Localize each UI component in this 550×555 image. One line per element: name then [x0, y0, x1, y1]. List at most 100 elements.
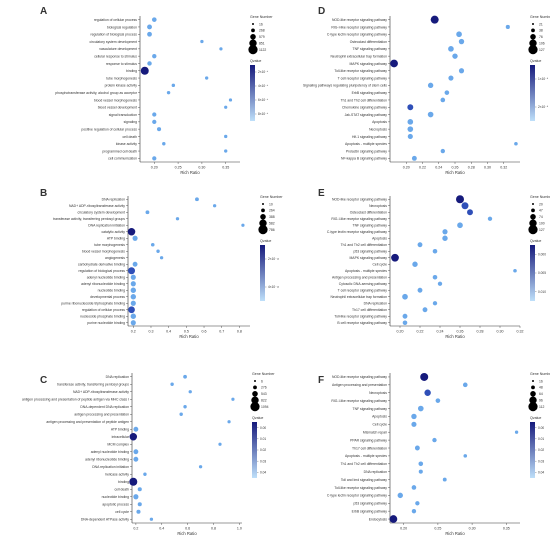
x-axis-label: Rich Ratio — [179, 334, 199, 339]
data-point — [402, 313, 408, 319]
term-label: Signaling pathways regulating pluripoten… — [303, 84, 387, 88]
x-tick-label: 0.28 — [468, 166, 475, 170]
data-point — [407, 119, 414, 125]
data-point — [420, 372, 429, 381]
term-label: RIG-I-like receptor signaling pathway — [331, 399, 387, 403]
term-label: blood vessel morphogenesis — [94, 98, 137, 102]
colorbar-tick-label: 0.02 — [538, 448, 544, 452]
size-legend-value: 47 — [539, 209, 543, 213]
term-label: Th1 and Th2 cell differentiation — [341, 98, 388, 102]
size-legend-dot — [252, 391, 258, 397]
term-label: Antigen processing and presentation — [332, 276, 387, 280]
qvalue-colorbar — [530, 422, 535, 478]
term-label: p53 signaling pathway — [353, 250, 387, 254]
term-label: transferase activity, transferring pento… — [57, 383, 129, 387]
data-point — [175, 217, 180, 221]
data-point — [147, 61, 152, 66]
panel-d: D NOD-like receptor signaling pathway RIG-… — [303, 6, 550, 175]
term-label: antigen processing and presentation of p… — [46, 420, 129, 424]
x-tick-label: 0.22 — [417, 330, 424, 334]
qvalue-legend-title: Qvalue — [260, 239, 271, 243]
term-label: Th1 and Th2 cell differentiation — [341, 462, 388, 466]
colorbar-tick-label: 0.010 — [538, 290, 546, 294]
term-label: circulatory system development — [90, 40, 138, 44]
legend: Gene Number 16 268 579 851 1122 Qvalue 2×10⁻⁴ 4×… — [248, 15, 273, 121]
data-point — [137, 487, 142, 492]
data-point — [147, 31, 152, 37]
data-point — [171, 83, 176, 88]
term-label: RIG-I-like receptor signaling pathway — [331, 25, 387, 29]
panel-letter: C — [40, 375, 47, 386]
data-point — [228, 98, 233, 102]
data-point — [130, 281, 136, 287]
term-label: cell death — [114, 488, 129, 492]
data-point — [452, 53, 458, 59]
panel-f: F NOD-like receptor signaling pathway Anti… — [318, 372, 550, 536]
legend: Gene Number 21 38 76 106 127 Qvalue 1×10⁻⁸ 2×10⁻… — [528, 15, 550, 121]
term-label: NOD-like receptor signaling pathway — [332, 375, 387, 379]
x-tick-label: 1.0 — [237, 527, 242, 531]
panel-letter: B — [40, 188, 47, 199]
data-point — [128, 306, 135, 314]
data-point — [411, 485, 417, 490]
term-label: C-type lectin receptor signaling pathway — [327, 494, 387, 498]
colorbar-tick-label: 0.00 — [538, 426, 544, 430]
term-label: DNA replication — [106, 375, 129, 379]
term-label: antigen processing and presentation — [74, 413, 129, 417]
qvalue-colorbar — [250, 65, 255, 121]
data-point — [456, 195, 464, 204]
x-tick-label: 0.4 — [159, 527, 164, 531]
size-legend-value: 112 — [539, 405, 545, 409]
term-label: regulation of cellular process — [82, 308, 125, 312]
qvalue-legend-title: Qvalue — [530, 239, 541, 243]
term-label: MAPK signaling pathway — [349, 62, 387, 66]
legend: Gene Number 20 47 74 100 127 Qvalue 0.000 0.005 0… — [528, 195, 550, 301]
term-label: Necroptosis — [369, 204, 387, 208]
x-tick-label: 0.26 — [452, 166, 459, 170]
data-point — [407, 104, 414, 111]
qvalue-legend-title: Qvalue — [250, 59, 261, 63]
x-tick-label: 0.6 — [202, 330, 207, 334]
size-legend-title: Gene Number — [530, 372, 550, 376]
term-label: angiogenesis — [105, 256, 125, 260]
colorbar-tick-label: 0.000 — [538, 253, 546, 257]
term-label: biological regulation — [107, 25, 137, 29]
data-point — [407, 126, 414, 132]
size-legend-dot — [530, 214, 536, 220]
term-label: T cell receptor signaling pathway — [338, 76, 388, 80]
data-point — [457, 222, 463, 229]
term-label: Osteoclast differentiation — [350, 40, 387, 44]
data-point — [427, 111, 434, 118]
size-legend-dot — [250, 402, 260, 412]
term-label: protein kinase activity — [105, 84, 138, 88]
term-label: Chemokine signaling pathway — [342, 106, 387, 110]
colorbar-tick-label: 2×10⁻¹² — [268, 257, 279, 261]
term-label: NOD-like receptor signaling pathway — [332, 198, 387, 202]
size-legend-value: 20 — [539, 202, 543, 206]
data-point — [151, 17, 157, 22]
data-point — [152, 156, 157, 161]
colorbar-tick-label: 0.04 — [260, 471, 266, 475]
data-point — [430, 15, 439, 24]
x-tick-label: 0.25 — [175, 166, 182, 170]
size-legend-value: 38 — [539, 29, 543, 33]
data-point — [227, 420, 231, 424]
data-point — [166, 90, 171, 95]
data-point — [442, 229, 448, 235]
term-label: response to stimulus — [106, 62, 137, 66]
data-point — [448, 75, 454, 81]
data-point — [130, 320, 136, 326]
size-legend-value: 100 — [539, 222, 545, 226]
term-label: NAD+ ADP-ribosyltransferase activity — [73, 390, 129, 394]
x-tick-label: 0.30 — [469, 527, 476, 531]
size-legend-value: 268 — [259, 29, 265, 33]
term-label: regulation of biological process — [78, 269, 125, 273]
x-tick-label: 0.6 — [185, 527, 190, 531]
size-legend-value: 16 — [259, 22, 263, 26]
x-axis-label: Rich Ratio — [445, 531, 465, 536]
data-point — [422, 307, 428, 313]
term-label: nucleotide binding — [102, 495, 129, 499]
size-legend-value: 96 — [539, 399, 543, 403]
term-label: NF-kappa B signaling pathway — [341, 157, 387, 161]
size-legend-dot — [529, 396, 537, 404]
